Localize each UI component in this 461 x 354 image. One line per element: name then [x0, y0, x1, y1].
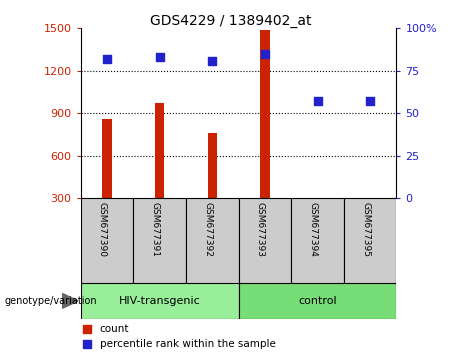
Bar: [81, 283, 239, 319]
Bar: [81, 198, 133, 283]
Bar: [155, 103, 165, 198]
Text: GSM677391: GSM677391: [151, 202, 160, 257]
Text: GSM677393: GSM677393: [256, 202, 265, 257]
Bar: [239, 198, 291, 283]
Text: genotype/variation: genotype/variation: [5, 296, 97, 306]
Bar: [291, 198, 344, 283]
Text: GSM677395: GSM677395: [361, 202, 370, 257]
Point: [156, 55, 163, 60]
Text: GDS4229 / 1389402_at: GDS4229 / 1389402_at: [150, 14, 311, 28]
Text: GSM677392: GSM677392: [203, 202, 212, 257]
Point: [261, 51, 269, 57]
Point: [208, 58, 216, 63]
Bar: [260, 30, 270, 198]
Bar: [239, 283, 396, 319]
Bar: [186, 198, 239, 283]
Bar: [133, 198, 186, 283]
Point: [103, 56, 111, 62]
Polygon shape: [62, 293, 78, 308]
Bar: [366, 198, 375, 200]
Text: HIV-transgenic: HIV-transgenic: [119, 296, 201, 306]
Text: GSM677390: GSM677390: [98, 202, 107, 257]
Bar: [102, 119, 112, 198]
Point: [314, 98, 321, 104]
Text: count: count: [100, 324, 129, 333]
Point: [366, 98, 374, 104]
Bar: [313, 198, 322, 200]
Point: [83, 326, 91, 331]
Bar: [207, 133, 217, 198]
Bar: [344, 198, 396, 283]
Text: control: control: [298, 296, 337, 306]
Point: [83, 341, 91, 347]
Text: GSM677394: GSM677394: [308, 202, 318, 257]
Text: percentile rank within the sample: percentile rank within the sample: [100, 339, 276, 349]
